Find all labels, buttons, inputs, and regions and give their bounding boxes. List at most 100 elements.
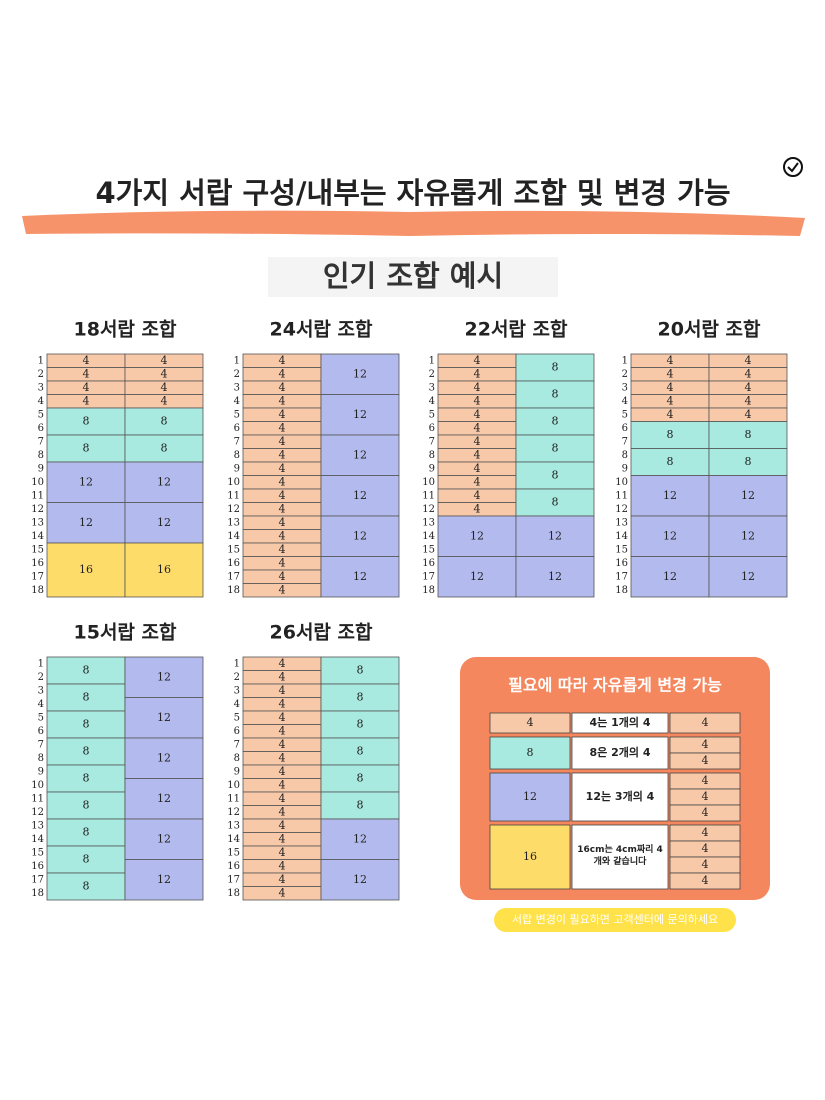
row-number: 2 — [38, 672, 44, 683]
drawer-size: 4 — [279, 765, 286, 778]
row-number: 3 — [429, 382, 435, 393]
row-number: 3 — [38, 382, 44, 393]
drawer-size: 4 — [279, 421, 286, 434]
drawer — [124, 461, 204, 503]
row-number: 6 — [234, 726, 240, 737]
drawer-size: 12 — [663, 529, 677, 542]
row-number: 3 — [622, 382, 628, 393]
drawer-size: 4 — [279, 394, 286, 407]
row-number: 4 — [622, 396, 628, 407]
drawer-size: 12 — [79, 516, 93, 529]
row-number: 16 — [31, 861, 44, 872]
row-number: 16 — [615, 558, 628, 569]
drawer-size: 4 — [667, 381, 674, 394]
row-number: 17 — [31, 571, 44, 582]
drawer — [515, 556, 595, 598]
drawer — [630, 515, 710, 557]
drawer-size: 12 — [353, 832, 367, 845]
guide-desc: 16cm는 4cm짜리 4개와 같습니다 — [577, 845, 663, 867]
combo-title: 15서랍 조합 — [74, 622, 177, 644]
drawer — [515, 461, 595, 490]
drawer — [708, 515, 788, 557]
drawer-size: 4 — [745, 354, 752, 367]
drawer-size: 12 — [353, 873, 367, 886]
drawer — [320, 764, 400, 793]
row-number: 18 — [227, 888, 240, 899]
drawer-size: 16 — [79, 563, 93, 576]
drawer-size: 4 — [279, 570, 286, 583]
drawer-size: 4 — [279, 408, 286, 421]
drawer-size: 4 — [474, 448, 481, 461]
drawer-size: 8 — [357, 799, 364, 812]
row-number: 1 — [622, 355, 628, 366]
drawer — [320, 683, 400, 712]
drawer-size: 16 — [157, 563, 171, 576]
row-number: 14 — [31, 531, 44, 542]
row-number: 10 — [422, 477, 435, 488]
drawer-size: 4 — [279, 859, 286, 872]
drawer — [46, 710, 126, 739]
guide-part: 4 — [702, 826, 709, 839]
row-number: 13 — [227, 517, 240, 528]
row-number: 5 — [622, 409, 628, 420]
drawer-size: 4 — [161, 367, 168, 380]
drawer-size: 4 — [745, 394, 752, 407]
drawer — [46, 434, 126, 463]
drawer-size: 8 — [745, 428, 752, 441]
row-number: 2 — [234, 672, 240, 683]
row-number: 9 — [234, 463, 240, 474]
combo-title: 26서랍 조합 — [270, 622, 373, 644]
drawer-size: 8 — [357, 664, 364, 677]
combo-title: 20서랍 조합 — [658, 319, 761, 341]
subtitle: 인기 조합 예시 — [323, 259, 503, 293]
row-number: 16 — [227, 558, 240, 569]
row-number: 3 — [234, 685, 240, 696]
row-number: 5 — [234, 712, 240, 723]
drawer-size: 12 — [663, 570, 677, 583]
drawer — [46, 845, 126, 874]
drawer-size: 12 — [470, 570, 484, 583]
row-number: 15 — [615, 544, 628, 555]
drawer-size: 4 — [667, 408, 674, 421]
guide-desc-box: 4는 1개의 4 — [590, 716, 651, 729]
drawer — [437, 515, 517, 557]
row-number: 6 — [234, 423, 240, 434]
drawer-size: 8 — [161, 415, 168, 428]
row-number: 4 — [234, 396, 240, 407]
drawer-size: 12 — [741, 489, 755, 502]
row-number: 10 — [227, 477, 240, 488]
row-number: 9 — [234, 766, 240, 777]
drawer-size: 4 — [279, 435, 286, 448]
guide-part-cell — [669, 752, 741, 770]
drawer-size: 8 — [161, 442, 168, 455]
row-number: 18 — [227, 585, 240, 596]
row-number: 14 — [227, 834, 240, 845]
row-number: 3 — [234, 382, 240, 393]
guide-title: 필요에 따라 자유롭게 변경 가능 — [508, 676, 722, 695]
drawer-size: 12 — [157, 516, 171, 529]
drawer-size: 4 — [83, 367, 90, 380]
guide-desc-box: 16cm는 4cm짜리 4개와 같습니다 — [577, 845, 663, 867]
drawer-size: 8 — [552, 361, 559, 374]
drawer-size: 4 — [279, 711, 286, 724]
drawer-size: 4 — [474, 435, 481, 448]
row-number: 1 — [429, 355, 435, 366]
row-number: 12 — [422, 504, 435, 515]
row-number: 8 — [622, 450, 628, 461]
guide-part: 4 — [702, 716, 709, 729]
drawer-size: 4 — [279, 832, 286, 845]
drawer — [515, 488, 595, 517]
row-number: 14 — [227, 531, 240, 542]
drawer — [320, 791, 400, 820]
row-number: 9 — [622, 463, 628, 474]
drawer-size: 4 — [279, 489, 286, 502]
drawer-size: 8 — [83, 664, 90, 677]
combo-title: 24서랍 조합 — [270, 319, 373, 341]
drawer-size: 4 — [474, 354, 481, 367]
drawer-size: 12 — [353, 367, 367, 380]
row-number: 8 — [234, 753, 240, 764]
drawer — [515, 380, 595, 409]
drawer — [46, 542, 126, 598]
row-number: 12 — [31, 504, 44, 515]
row-number: 17 — [227, 571, 240, 582]
